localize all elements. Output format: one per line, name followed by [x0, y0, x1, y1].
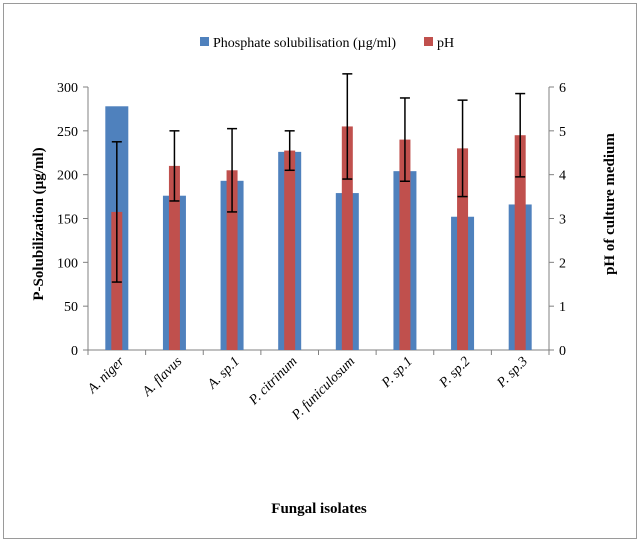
x-tick-label: A. sp.1 [204, 354, 243, 393]
y-tick-label: 0 [71, 344, 78, 359]
axes [83, 86, 554, 355]
bar-ph [168, 165, 180, 350]
y2-tick-label: 5 [559, 125, 566, 140]
y2-tick-label: 4 [559, 169, 566, 184]
bar-ph [399, 139, 411, 350]
bar-ph [457, 148, 469, 350]
y2-tick-label: 2 [559, 256, 566, 271]
y-tick-label: 250 [57, 125, 78, 140]
legend-swatch-ph [424, 37, 433, 46]
x-axis-title: Fungal isolates [271, 501, 367, 517]
x-tick-label: P. sp.3 [494, 354, 531, 391]
y-tick-label: 50 [64, 300, 78, 315]
legend: Phosphate solubilisation (µg/ml) pH [200, 36, 454, 51]
legend-swatch-phosphate [200, 37, 209, 46]
legend-label-ph: pH [437, 36, 454, 51]
x-tick-label: A. flavus [139, 354, 185, 400]
chart-frame: Phosphate solubilisation (µg/ml) pH P-So… [3, 3, 637, 539]
chart: Phosphate solubilisation (µg/ml) pH P-So… [31, 36, 618, 517]
tick-labels: 0 50 100 150 200 250 300 0 1 2 3 4 5 6 A. niger A. flav… [57, 81, 566, 424]
bar-ph [341, 126, 353, 350]
x-tick-label: P. citrinum [246, 354, 301, 409]
bar-ph [226, 170, 238, 350]
bar-ph [514, 135, 526, 350]
legend-label-phosphate: Phosphate solubilisation (µg/ml) [213, 36, 396, 51]
y2-tick-label: 0 [559, 344, 566, 359]
y2-tick-label: 3 [559, 213, 566, 228]
y-axis-title: P-Solubilization (µg/ml) [31, 147, 47, 300]
y-tick-label: 300 [57, 81, 78, 96]
x-tick-label: P. sp.2 [436, 354, 473, 391]
bar-ph [284, 150, 296, 350]
y2-tick-label: 1 [559, 300, 566, 315]
y-tick-label: 100 [57, 256, 78, 271]
y2-tick-label: 6 [559, 81, 566, 96]
x-tick-label: A. niger [84, 354, 128, 398]
error-bars [111, 73, 526, 283]
y2-axis-title: pH of culture medium [602, 133, 618, 275]
bars [105, 106, 532, 350]
y-tick-label: 150 [57, 213, 78, 228]
y-tick-label: 200 [57, 169, 78, 184]
x-tick-label: P. sp.1 [378, 354, 415, 391]
